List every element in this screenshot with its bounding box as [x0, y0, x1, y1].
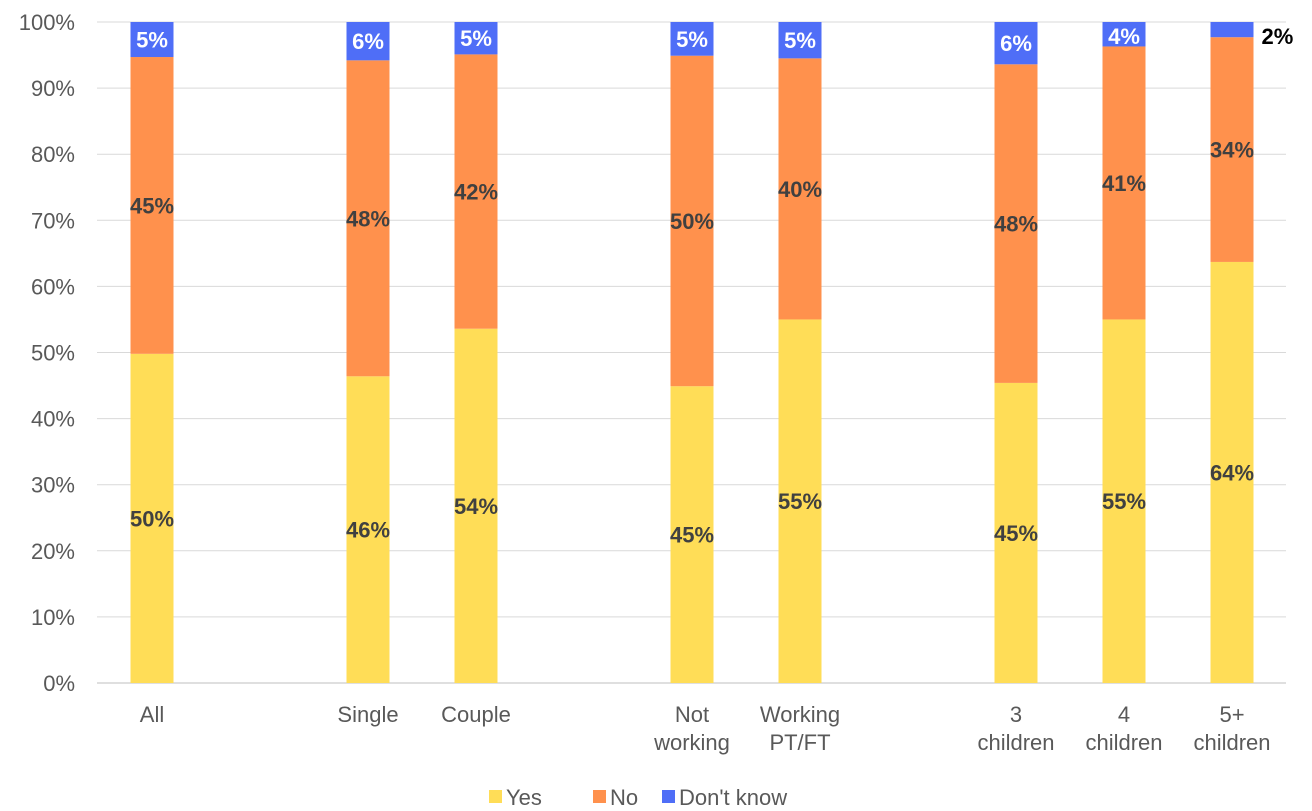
bar-segment-don-t-know — [346, 22, 390, 61]
bar-segment-no — [778, 58, 822, 320]
y-tick-label: 60% — [31, 274, 75, 299]
bar-segment-don-t-know — [1210, 22, 1254, 38]
legend-swatch-no — [593, 790, 606, 803]
bar-segment-yes — [670, 386, 714, 683]
x-tick-label: All — [140, 702, 164, 727]
data-label: 34% — [1210, 138, 1254, 163]
y-tick-label: 100% — [19, 10, 75, 35]
bar-segment-don-t-know — [994, 22, 1038, 65]
bar-segment-yes — [454, 328, 498, 683]
x-tick-label: 4 — [1118, 702, 1130, 727]
data-label: 6% — [1000, 31, 1032, 56]
y-tick-label: 20% — [31, 539, 75, 564]
x-tick-label: PT/FT — [769, 730, 830, 755]
bar-segment-don-t-know — [670, 22, 714, 56]
x-tick-label: 5+ — [1219, 702, 1244, 727]
y-tick-label: 0% — [43, 671, 75, 696]
bar-segment-yes — [346, 376, 390, 683]
bar-segment-no — [130, 57, 174, 354]
legend-swatch-yes — [489, 790, 502, 803]
data-label: 64% — [1210, 460, 1254, 485]
y-tick-label: 10% — [31, 605, 75, 630]
data-label: 5% — [784, 28, 816, 53]
x-tick-label: Working — [760, 702, 840, 727]
data-label: 42% — [454, 180, 498, 205]
data-label: 48% — [994, 212, 1038, 237]
bar-segment-no — [1210, 37, 1254, 262]
bar-segment-don-t-know — [130, 22, 174, 58]
bar-segment-yes — [778, 319, 822, 683]
bar-segment-don-t-know — [778, 22, 822, 59]
data-label: 48% — [346, 206, 390, 231]
bar-segment-don-t-know — [1102, 22, 1146, 47]
bar-segment-yes — [994, 382, 1038, 683]
y-tick-label: 80% — [31, 142, 75, 167]
bar-segment-don-t-know — [454, 22, 498, 55]
x-tick-label: Not — [675, 702, 709, 727]
data-label: 4% — [1108, 24, 1140, 49]
data-label: 55% — [778, 489, 822, 514]
bar-segment-yes — [1102, 319, 1146, 683]
data-label: 45% — [994, 521, 1038, 546]
bar-segment-no — [994, 64, 1038, 383]
bar-segment-yes — [130, 353, 174, 683]
data-label: 5% — [460, 26, 492, 51]
y-tick-label: 30% — [31, 473, 75, 498]
y-tick-label: 70% — [31, 208, 75, 233]
y-tick-label: 50% — [31, 341, 75, 366]
x-tick-label: 3 — [1010, 702, 1022, 727]
x-tick-label: working — [653, 730, 730, 755]
data-label: 2% — [1262, 24, 1294, 49]
data-label: 54% — [454, 494, 498, 519]
data-label: 45% — [130, 193, 174, 218]
data-label: 50% — [130, 506, 174, 531]
x-tick-label: Single — [337, 702, 398, 727]
data-label: 40% — [778, 177, 822, 202]
data-label: 41% — [1102, 171, 1146, 196]
data-label: 46% — [346, 518, 390, 543]
data-label: 55% — [1102, 489, 1146, 514]
y-tick-label: 90% — [31, 76, 75, 101]
data-label: 5% — [136, 28, 168, 53]
bar-segment-no — [670, 55, 714, 387]
x-tick-label: children — [1085, 730, 1162, 755]
data-label: 5% — [676, 27, 708, 52]
legend-label: No — [610, 785, 638, 810]
bar-segment-yes — [1210, 261, 1254, 683]
legend-swatch-don-t-know — [662, 790, 675, 803]
bar-segment-no — [454, 54, 498, 329]
data-label: 45% — [670, 523, 714, 548]
data-label: 50% — [670, 209, 714, 234]
legend-label: Don't know — [679, 785, 787, 810]
y-tick-label: 40% — [31, 407, 75, 432]
data-label: 6% — [352, 29, 384, 54]
x-tick-label: Couple — [441, 702, 511, 727]
bar-segment-no — [1102, 46, 1146, 320]
bar-segment-no — [346, 60, 390, 377]
legend-label: Yes — [506, 785, 542, 810]
x-tick-label: children — [977, 730, 1054, 755]
x-tick-label: children — [1193, 730, 1270, 755]
